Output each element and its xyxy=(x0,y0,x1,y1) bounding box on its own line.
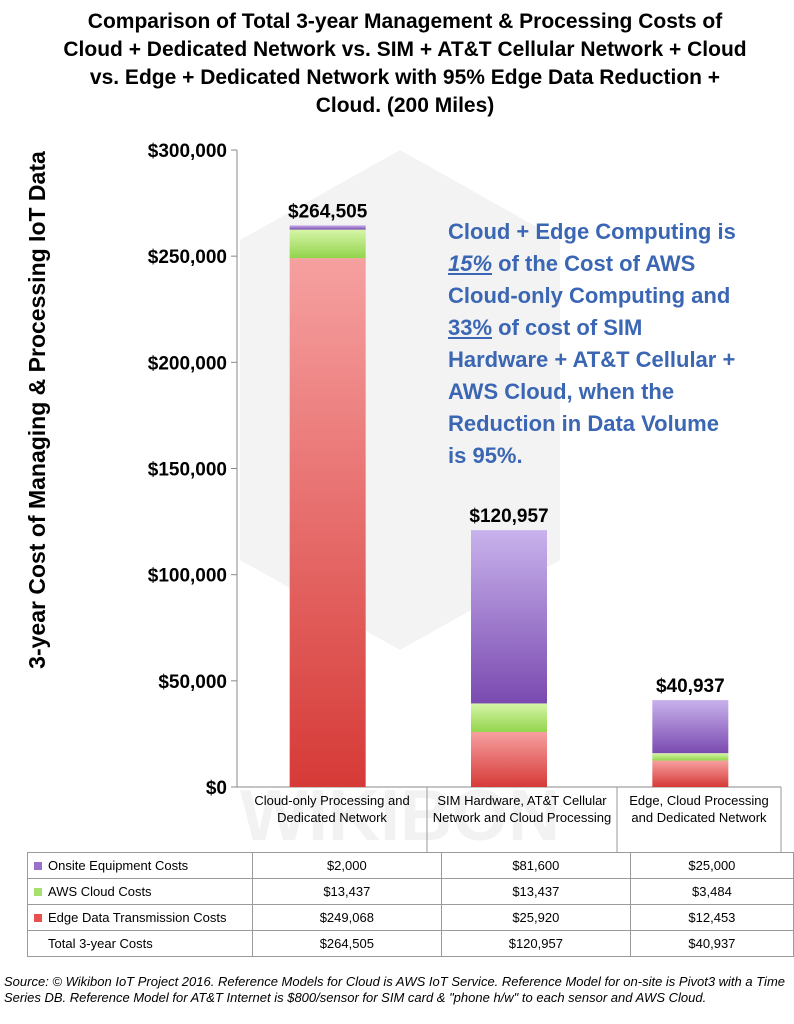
table-cell: $12,453 xyxy=(629,904,794,931)
table-cell: $81,600 xyxy=(440,852,631,879)
callout-33-percent: 33% xyxy=(448,315,493,340)
bar-segment-aws-cloud xyxy=(471,703,547,732)
y-tick-label: $200,000 xyxy=(148,353,227,374)
legend-label-aws: AWS Cloud Costs xyxy=(48,884,152,899)
y-tick-label: $0 xyxy=(206,778,227,799)
bar-segment-edge-transmission xyxy=(652,760,729,787)
source-note: Source: © Wikibon IoT Project 2016. Refe… xyxy=(4,974,786,1005)
legend-swatch-edge xyxy=(34,914,42,922)
table-row-onsite: Onsite Equipment Costs $2,000 $81,600 $2… xyxy=(27,852,794,879)
bar-total-label: $264,505 xyxy=(288,201,368,222)
bar-total-label: $40,937 xyxy=(656,676,725,697)
legend-swatch-aws xyxy=(34,888,42,896)
table-row-aws: AWS Cloud Costs $13,437 $13,437 $3,484 xyxy=(27,878,794,905)
y-tick-label: $250,000 xyxy=(148,247,227,268)
y-tick-label: $300,000 xyxy=(148,141,227,162)
y-tick-label: $100,000 xyxy=(148,566,227,587)
bar-segment-edge-transmission xyxy=(289,258,366,787)
table-cell: $249,068 xyxy=(251,904,442,931)
table-row-edge: Edge Data Transmission Costs $249,068 $2… xyxy=(27,904,794,931)
table-cell: $25,920 xyxy=(440,904,631,931)
watermark-text: WIKIBON xyxy=(240,776,560,856)
legend-swatch-onsite xyxy=(34,862,42,870)
table-cell: $264,505 xyxy=(251,930,442,957)
legend-label-onsite: Onsite Equipment Costs xyxy=(48,858,189,873)
callout-15-percent: 15% xyxy=(448,251,493,276)
table-cell: $3,484 xyxy=(629,878,794,905)
legend-label-edge: Edge Data Transmission Costs xyxy=(48,910,227,925)
bar-segment-aws-cloud xyxy=(289,229,366,259)
y-tick-label: $50,000 xyxy=(158,672,227,693)
bar-segment-onsite-equipment xyxy=(652,700,729,754)
callout-annotation: Cloud + Edge Computing is 15% of the Cos… xyxy=(448,219,736,468)
bar-segment-edge-transmission xyxy=(471,731,547,787)
bar-segment-onsite-equipment xyxy=(471,530,547,704)
table-cell: $2,000 xyxy=(251,852,442,879)
category-label-cloud-only: Cloud-only Processing and Dedicated Netw… xyxy=(254,793,410,825)
total-row-label: Total 3-year Costs xyxy=(27,930,253,957)
bar-total-label: $120,957 xyxy=(469,506,548,527)
data-table: Onsite Equipment Costs $2,000 $81,600 $2… xyxy=(27,852,794,957)
y-tick-label: $150,000 xyxy=(148,460,227,481)
table-cell: $13,437 xyxy=(251,878,442,905)
table-row-total: Total 3-year Costs $264,505 $120,957 $40… xyxy=(27,930,794,957)
category-label-sim-att: SIM Hardware, AT&T Cellular Network and … xyxy=(432,793,612,825)
table-cell: $25,000 xyxy=(629,852,794,879)
bar-segment-aws-cloud xyxy=(652,753,729,761)
table-cell: $13,437 xyxy=(440,878,631,905)
bar-segment-onsite-equipment xyxy=(289,225,366,230)
table-cell: $120,957 xyxy=(440,930,631,957)
chart-title: Comparison of Total 3-year Management & … xyxy=(63,10,747,117)
category-label-edge: Edge, Cloud Processing and Dedicated Net… xyxy=(629,793,769,825)
table-cell: $40,937 xyxy=(629,930,794,957)
